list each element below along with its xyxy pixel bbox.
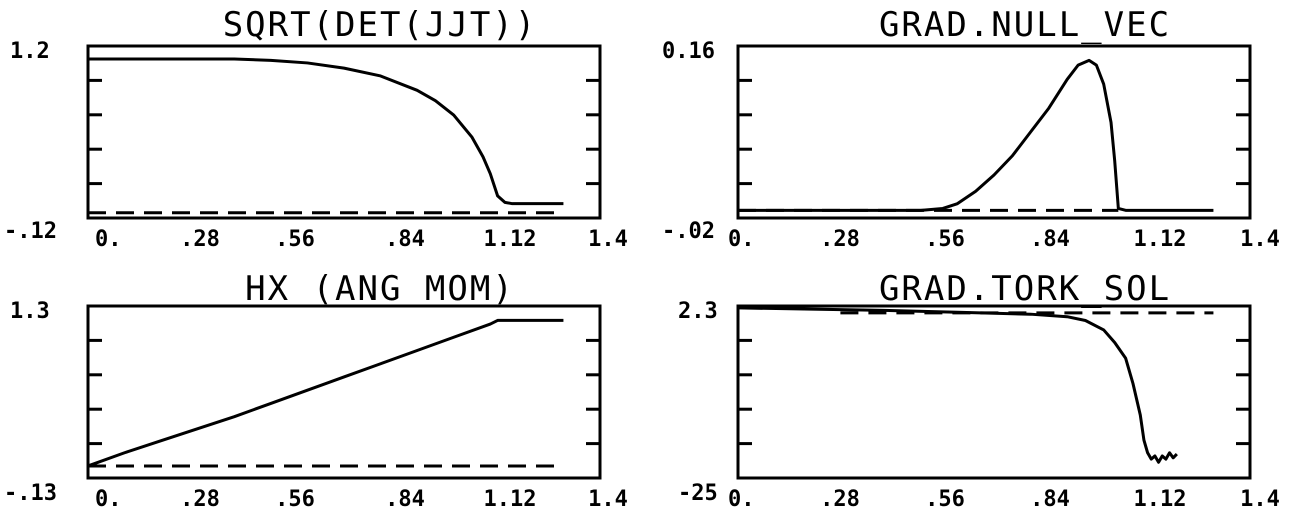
y-tick-min: -.12 <box>4 219 57 244</box>
panel-title: GRAD.TORK_SOL <box>879 269 1171 309</box>
series-line <box>88 57 564 206</box>
y-tick-max: 1.3 <box>10 299 50 324</box>
x-tick-label: .28 <box>820 227 860 252</box>
y-tick-min: -25 <box>678 481 718 506</box>
x-tick-labels: 0. .28 .56 .84 1.12 1.4 <box>95 227 628 252</box>
x-tick-label: 0. <box>728 227 755 252</box>
x-tick-label: 0. <box>95 227 122 252</box>
x-tick-labels: 0. .28 .56 .84 1.12 1.4 <box>95 487 628 512</box>
x-tick-label: .84 <box>1030 227 1070 252</box>
y-tick-min: -.02 <box>662 219 715 244</box>
x-tick-label: 1.4 <box>1240 227 1280 252</box>
panel-title: HX (ANG MOM) <box>245 269 515 309</box>
x-tick-label: 1.4 <box>588 487 628 512</box>
panel-grad-tork-sol: GRAD.TORK_SOL 2.3 -25 0. .28 .56 .84 1.1… <box>678 269 1280 512</box>
x-tick-label: 0. <box>728 487 755 512</box>
x-tick-labels: 0. .28 .56 .84 1.12 1.4 <box>728 487 1280 512</box>
x-tick-label: .56 <box>925 227 965 252</box>
y-tick-max: 1.2 <box>10 39 50 64</box>
x-tick-labels: 0. .28 .56 .84 1.12 1.4 <box>728 227 1280 252</box>
series-line <box>87 318 564 468</box>
series-line <box>738 58 1214 212</box>
x-tick-label: .28 <box>180 487 220 512</box>
panel-hx-ang-mom: HX (ANG MOM) 1.3 -.13 0. .28 .56 .84 1.1… <box>4 269 628 512</box>
x-tick-label: 1.4 <box>588 227 628 252</box>
x-tick-label: .84 <box>1030 487 1070 512</box>
x-tick-label: .84 <box>385 487 425 512</box>
panel-title: SQRT(DET(JJT)) <box>223 5 538 45</box>
plot-frame <box>736 44 1252 220</box>
x-tick-label: .28 <box>180 227 220 252</box>
panel-grad-null-vec: GRAD.NULL_VEC 0.16 -.02 0. .28 .56 .84 1… <box>662 5 1280 252</box>
x-tick-label: 1.12 <box>1134 227 1187 252</box>
x-tick-label: 1.12 <box>484 227 537 252</box>
x-tick-label: .56 <box>275 487 315 512</box>
panel-sqrt-det-jjt: SQRT(DET(JJT)) 1.2 -.12 0. .28 .56 .84 1… <box>4 5 628 252</box>
plot-frame <box>86 44 602 220</box>
series-line <box>737 306 1178 464</box>
plot-frame <box>86 304 602 480</box>
y-tick-max: 2.3 <box>678 299 718 324</box>
y-tick-max: 0.16 <box>662 39 715 64</box>
x-tick-label: 1.12 <box>1134 487 1187 512</box>
x-tick-label: 1.12 <box>484 487 537 512</box>
x-tick-label: .56 <box>925 487 965 512</box>
x-tick-label: .84 <box>385 227 425 252</box>
panel-title: GRAD.NULL_VEC <box>879 5 1171 45</box>
x-tick-label: 0. <box>95 487 122 512</box>
x-tick-label: .28 <box>820 487 860 512</box>
y-tick-min: -.13 <box>4 481 57 506</box>
x-tick-label: .56 <box>275 227 315 252</box>
x-tick-label: 1.4 <box>1240 487 1280 512</box>
plot-frame <box>736 304 1252 480</box>
